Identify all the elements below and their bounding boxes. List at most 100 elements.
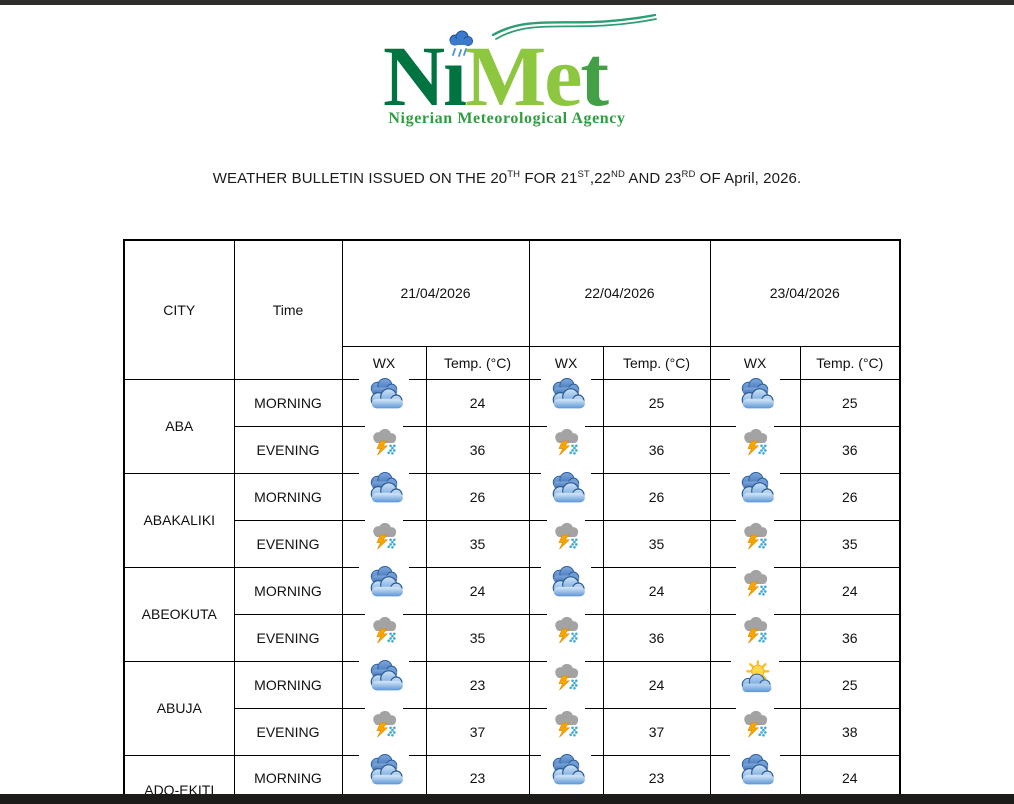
wx-cell xyxy=(709,470,801,521)
weather-icon xyxy=(736,566,775,600)
time-label: MORNING xyxy=(233,472,343,521)
weather-icon xyxy=(365,613,403,647)
weather-icon xyxy=(365,425,403,459)
temp-value: 36 xyxy=(799,613,901,662)
wx-cell xyxy=(528,707,604,756)
weather-icon xyxy=(730,376,781,414)
wx-cell xyxy=(528,660,604,709)
city-label: ABEOKUTA xyxy=(123,566,235,662)
weather-icon xyxy=(736,425,775,459)
wx-cell xyxy=(528,425,604,474)
time-label: MORNING xyxy=(233,378,343,427)
wx-cell xyxy=(341,707,427,756)
weather-icon xyxy=(359,470,409,508)
table-row: ABUJA MORNING 23 xyxy=(123,658,901,756)
temp-value: 35 xyxy=(602,519,711,568)
weather-icon xyxy=(731,658,780,696)
date-header: 22/04/2026 xyxy=(528,239,711,347)
time-label: MORNING xyxy=(233,566,343,615)
temp-value: 25 xyxy=(799,660,901,709)
weather-icon xyxy=(547,707,586,741)
wx-cell xyxy=(528,519,604,568)
weather-icon xyxy=(736,707,775,741)
wx-cell xyxy=(709,707,801,756)
wx-cell xyxy=(341,658,427,709)
weather-icon xyxy=(541,470,592,508)
wx-cell xyxy=(341,376,427,427)
city-label: ABA xyxy=(123,378,235,474)
city-header: CITY xyxy=(123,239,235,380)
time-label: EVENING xyxy=(233,519,343,568)
wx-cell xyxy=(341,425,427,474)
temp-header: Temp. (°C) xyxy=(799,345,901,380)
wx-cell xyxy=(709,519,801,568)
table-row: ABAKALIKI MORNING 26 xyxy=(123,470,901,568)
temp-value: 24 xyxy=(799,566,901,615)
temp-value: 24 xyxy=(602,566,711,615)
weather-icon xyxy=(541,564,592,602)
table-row: ABA MORNING 24 xyxy=(123,376,901,474)
wx-cell xyxy=(341,470,427,521)
weather-icon xyxy=(359,376,409,414)
temp-header: Temp. (°C) xyxy=(425,345,530,380)
weather-icon xyxy=(541,751,592,790)
time-label: EVENING xyxy=(233,707,343,756)
date-header: 23/04/2026 xyxy=(709,239,901,347)
weather-icon xyxy=(365,707,403,741)
time-header: Time xyxy=(233,239,343,380)
temp-value: 25 xyxy=(799,378,901,427)
weather-icon xyxy=(730,751,781,790)
temp-value: 36 xyxy=(602,613,711,662)
table-row: ADO-EKITI MORNING 23 xyxy=(123,751,901,803)
city-label: ABAKALIKI xyxy=(123,472,235,568)
temp-value: 37 xyxy=(425,707,530,756)
weather-icon xyxy=(547,613,586,647)
wx-cell xyxy=(528,564,604,615)
weather-icon xyxy=(730,470,781,508)
temp-value: 35 xyxy=(799,519,901,568)
nimet-logo: NıMet Nigerian Meteorological Agency xyxy=(0,6,1014,132)
table-row: EVENING 37 37 xyxy=(124,707,901,756)
wx-cell xyxy=(709,658,801,709)
table-row: EVENING 36 36 xyxy=(124,425,901,474)
weather-icon xyxy=(736,519,775,553)
temp-value: 24 xyxy=(425,566,530,615)
weather-icon xyxy=(547,519,586,553)
logo-subtitle: Nigerian Meteorological Agency xyxy=(388,110,625,127)
weather-icon xyxy=(359,751,409,790)
window-edge-top xyxy=(0,0,1014,5)
table-row: EVENING 35 35 xyxy=(124,519,901,568)
city-label: ABUJA xyxy=(123,660,235,756)
wx-cell xyxy=(709,566,801,615)
temp-value: 35 xyxy=(425,613,530,662)
wx-cell xyxy=(528,470,604,521)
wx-header: WX xyxy=(709,345,801,380)
temp-value: 36 xyxy=(799,425,901,474)
temp-value: 24 xyxy=(425,378,530,427)
temp-value: 26 xyxy=(799,472,901,521)
wx-cell xyxy=(709,425,801,474)
wx-cell xyxy=(341,519,427,568)
table-row: EVENING 35 36 xyxy=(124,613,901,662)
bulletin-title: WEATHER BULLETIN ISSUED ON THE 20TH FOR … xyxy=(212,169,802,187)
wx-cell xyxy=(709,613,801,662)
time-label: MORNING xyxy=(233,660,343,709)
weather-icon xyxy=(365,519,403,553)
temp-value: 35 xyxy=(425,519,530,568)
weather-icon xyxy=(736,613,775,647)
brand-text: NıMet xyxy=(383,28,609,124)
wx-cell xyxy=(709,376,801,427)
time-label: EVENING xyxy=(233,613,343,662)
temp-header: Temp. (°C) xyxy=(602,345,711,380)
wx-cell xyxy=(528,376,604,427)
rain-cloud-icon xyxy=(449,30,473,57)
table-subheader-row: WX Temp. (°C) WX Temp. (°C) WX Temp. (°C… xyxy=(124,345,901,380)
temp-value: 26 xyxy=(425,472,530,521)
temp-value: 26 xyxy=(602,472,711,521)
wx-cell xyxy=(341,613,427,662)
wx-cell xyxy=(528,613,604,662)
temp-value: 23 xyxy=(425,660,530,709)
wave-icon xyxy=(491,13,657,40)
weather-table: CITY Time 21/04/2026 22/04/2026 23/04/20… xyxy=(123,239,902,803)
